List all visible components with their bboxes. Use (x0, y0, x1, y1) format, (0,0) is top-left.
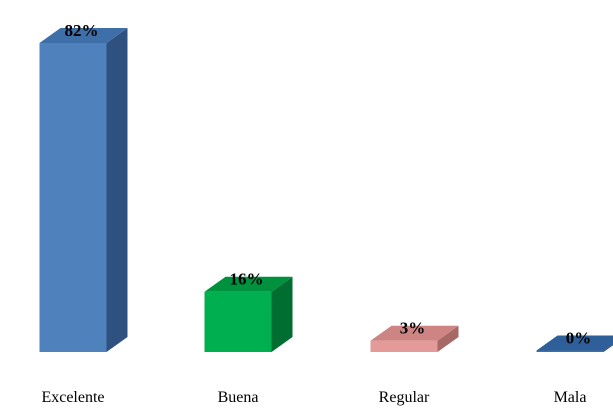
bar-front-regular (371, 341, 438, 352)
bar-front-excelente (40, 43, 107, 352)
category-label-buena: Buena (218, 389, 259, 406)
data-label-excelente: 82% (65, 21, 99, 40)
bar-excelente (40, 28, 128, 352)
category-label-excelente: Excelente (41, 389, 104, 406)
category-label-mala: Mala (554, 389, 587, 406)
category-label-regular: Regular (379, 389, 430, 406)
data-label-regular: 3% (400, 319, 426, 338)
bar-front-buena (205, 292, 272, 352)
data-label-buena: 16% (230, 270, 264, 289)
data-label-mala: 0% (566, 329, 592, 348)
bars-layer (40, 28, 613, 352)
bar-side-excelente (107, 28, 128, 352)
bar-front-mala (537, 351, 604, 353)
